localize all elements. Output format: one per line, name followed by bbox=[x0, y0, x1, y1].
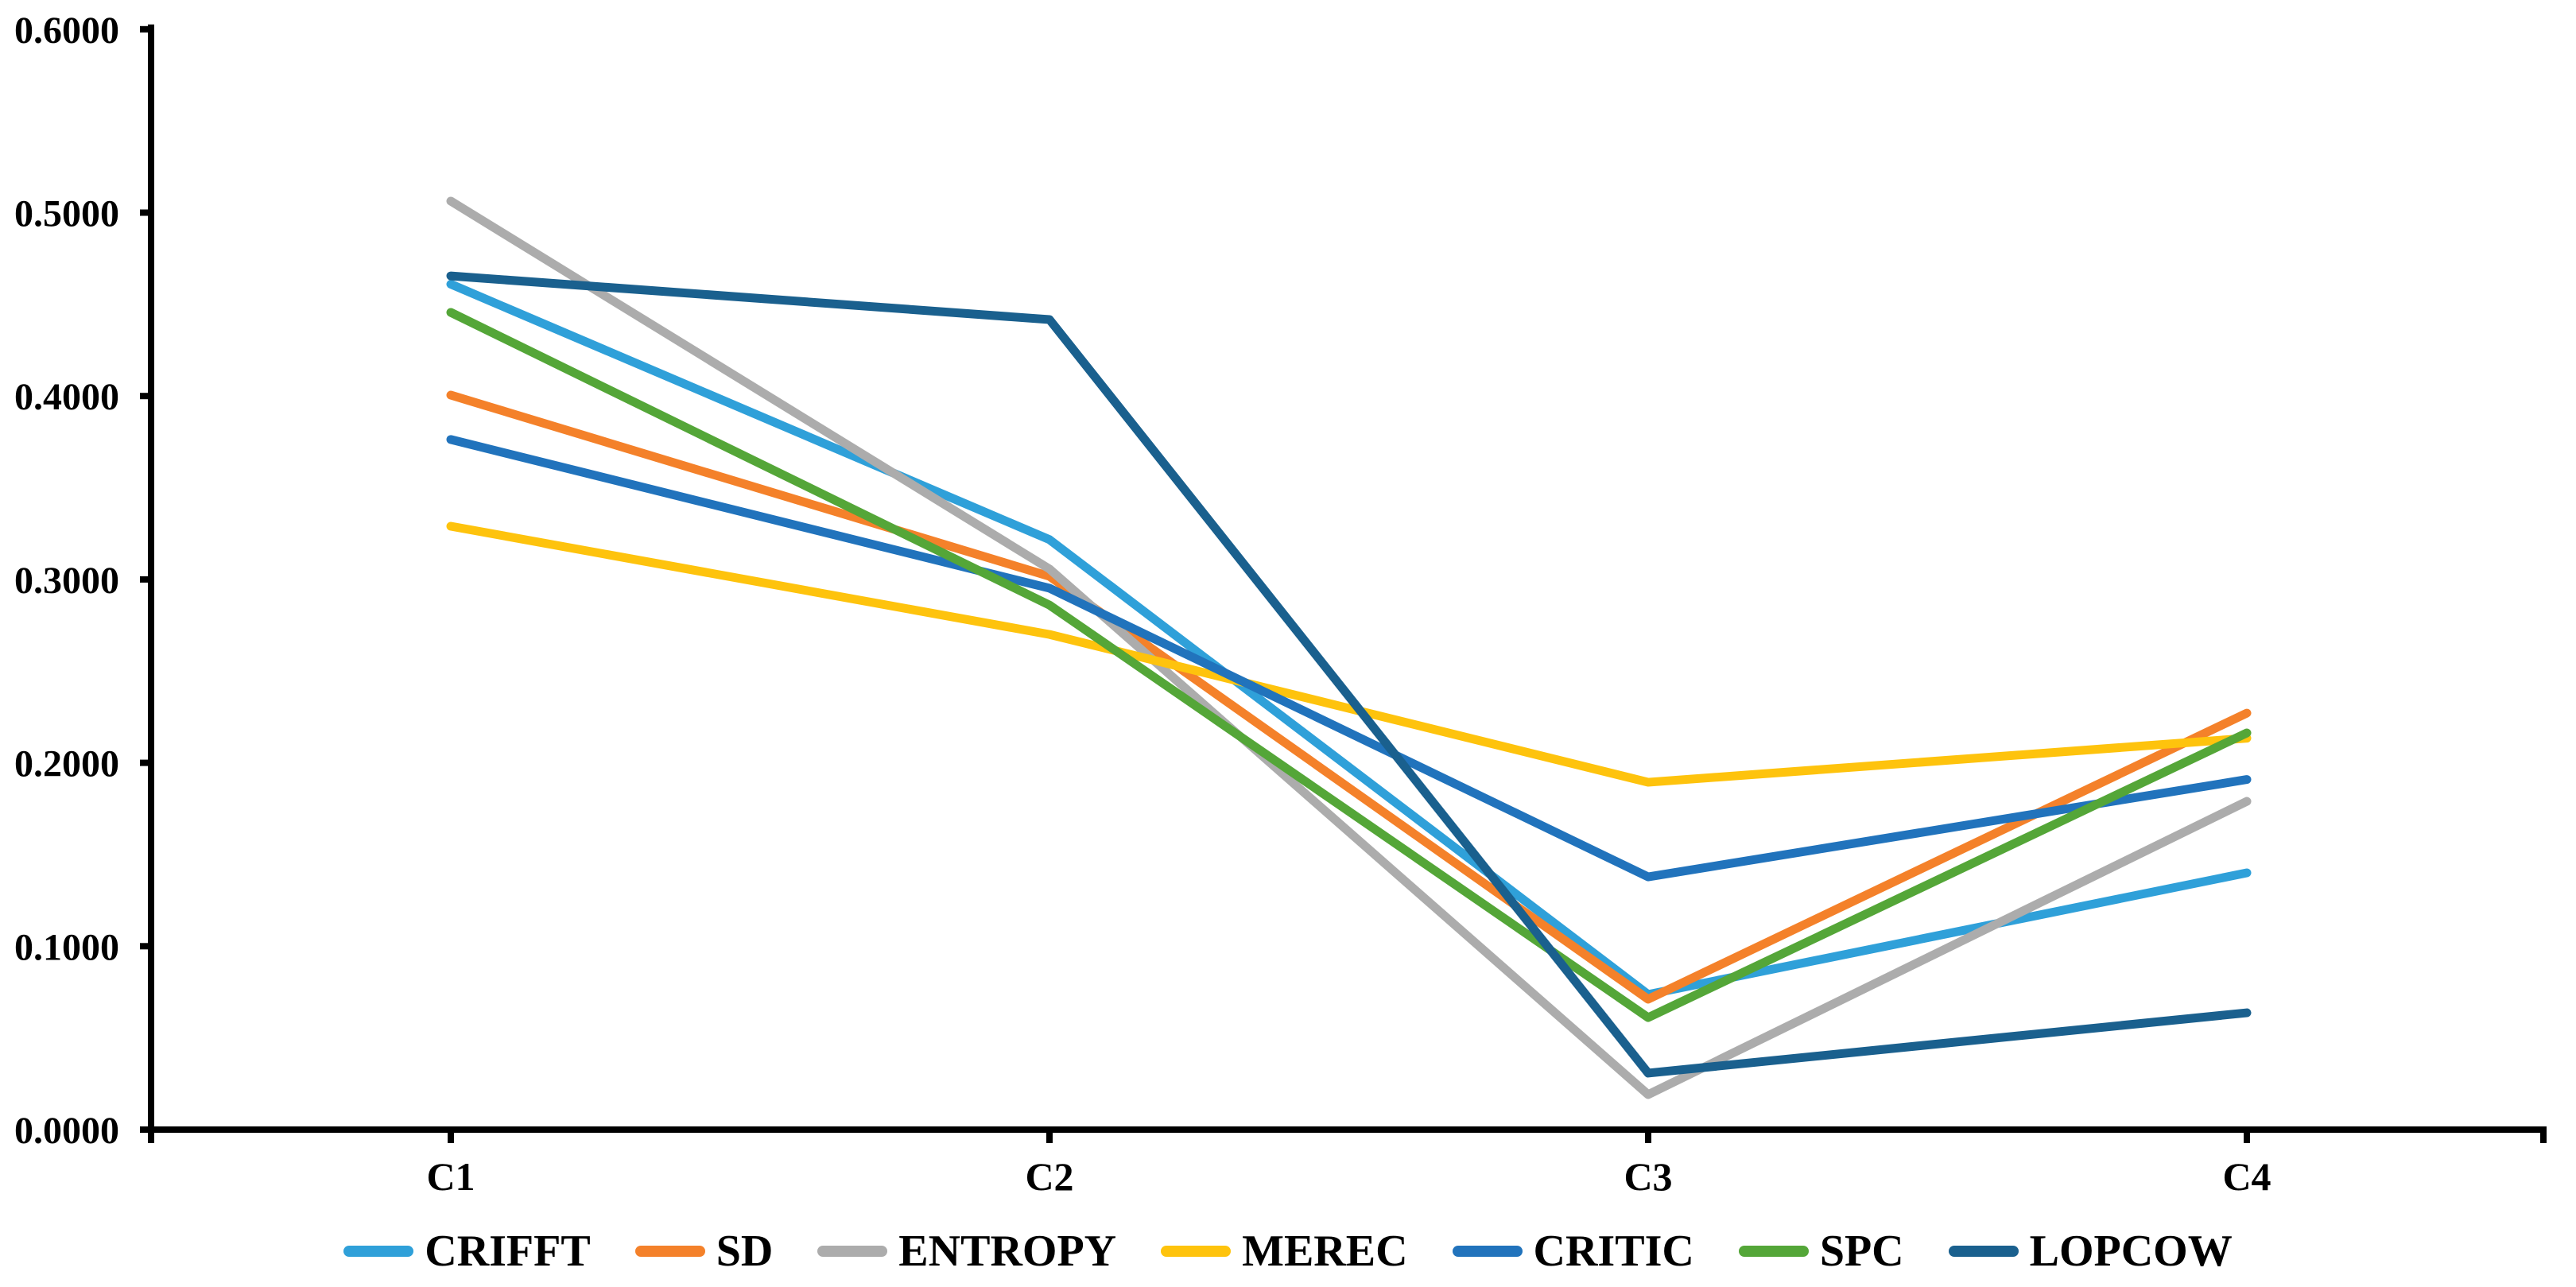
y-tick-label: 0.3000 bbox=[14, 560, 119, 602]
legend-swatch-critic bbox=[1452, 1246, 1523, 1257]
legend-label-crifft: CRIFFT bbox=[425, 1227, 591, 1276]
series-line-sd bbox=[446, 390, 2252, 1004]
series-line-crifft bbox=[446, 279, 2252, 999]
y-tick-label: 0.6000 bbox=[14, 10, 119, 52]
y-tick-label: 0.4000 bbox=[14, 376, 119, 418]
legend-swatch-entropy bbox=[817, 1246, 888, 1257]
legend-item-critic: CRITIC bbox=[1452, 1227, 1694, 1276]
y-tick-label: 0.2000 bbox=[14, 743, 119, 785]
legend-swatch-lopcow bbox=[1948, 1246, 2019, 1257]
legend-swatch-spc bbox=[1738, 1246, 1809, 1257]
series-line-entropy bbox=[446, 196, 2252, 1099]
legend-item-entropy: ENTROPY bbox=[817, 1229, 1116, 1273]
legend-label-sd: SD bbox=[716, 1227, 774, 1276]
legend-label-critic: CRITIC bbox=[1533, 1227, 1694, 1276]
chart-legend: CRIFFT SD ENTROPY MEREC CRITIC SPC LOPCO… bbox=[0, 1223, 2576, 1280]
legend-item-sd: SD bbox=[634, 1227, 774, 1276]
series-line-merec bbox=[446, 521, 2252, 787]
y-tick-label: 0.5000 bbox=[14, 193, 119, 235]
y-tick-label: 0.1000 bbox=[14, 926, 119, 968]
legend-item-lopcow: LOPCOW bbox=[1948, 1227, 2233, 1276]
legend-item-spc: SPC bbox=[1738, 1227, 1904, 1276]
series-line-critic bbox=[446, 435, 2252, 882]
legend-swatch-crifft bbox=[343, 1246, 414, 1257]
series-line-spc bbox=[446, 308, 2252, 1022]
y-tick-label: 0.0000 bbox=[14, 1110, 119, 1152]
legend-swatch-merec bbox=[1161, 1246, 1232, 1257]
legend-label-entropy: ENTROPY bbox=[898, 1227, 1117, 1276]
legend-item-merec: MEREC bbox=[1161, 1227, 1408, 1276]
x-category-label: C2 bbox=[1025, 1154, 1073, 1199]
legend-label-merec: MEREC bbox=[1242, 1227, 1408, 1276]
x-category-label: C3 bbox=[1624, 1154, 1672, 1199]
x-category-label: C1 bbox=[426, 1154, 475, 1199]
legend-item-crifft: CRIFFT bbox=[343, 1227, 591, 1276]
series-line-lopcow bbox=[446, 271, 2252, 1078]
legend-label-spc: SPC bbox=[1819, 1227, 1904, 1276]
legend-swatch-sd bbox=[634, 1246, 705, 1257]
legend-label-lopcow: LOPCOW bbox=[2029, 1227, 2233, 1276]
x-category-label: C4 bbox=[2222, 1154, 2271, 1199]
